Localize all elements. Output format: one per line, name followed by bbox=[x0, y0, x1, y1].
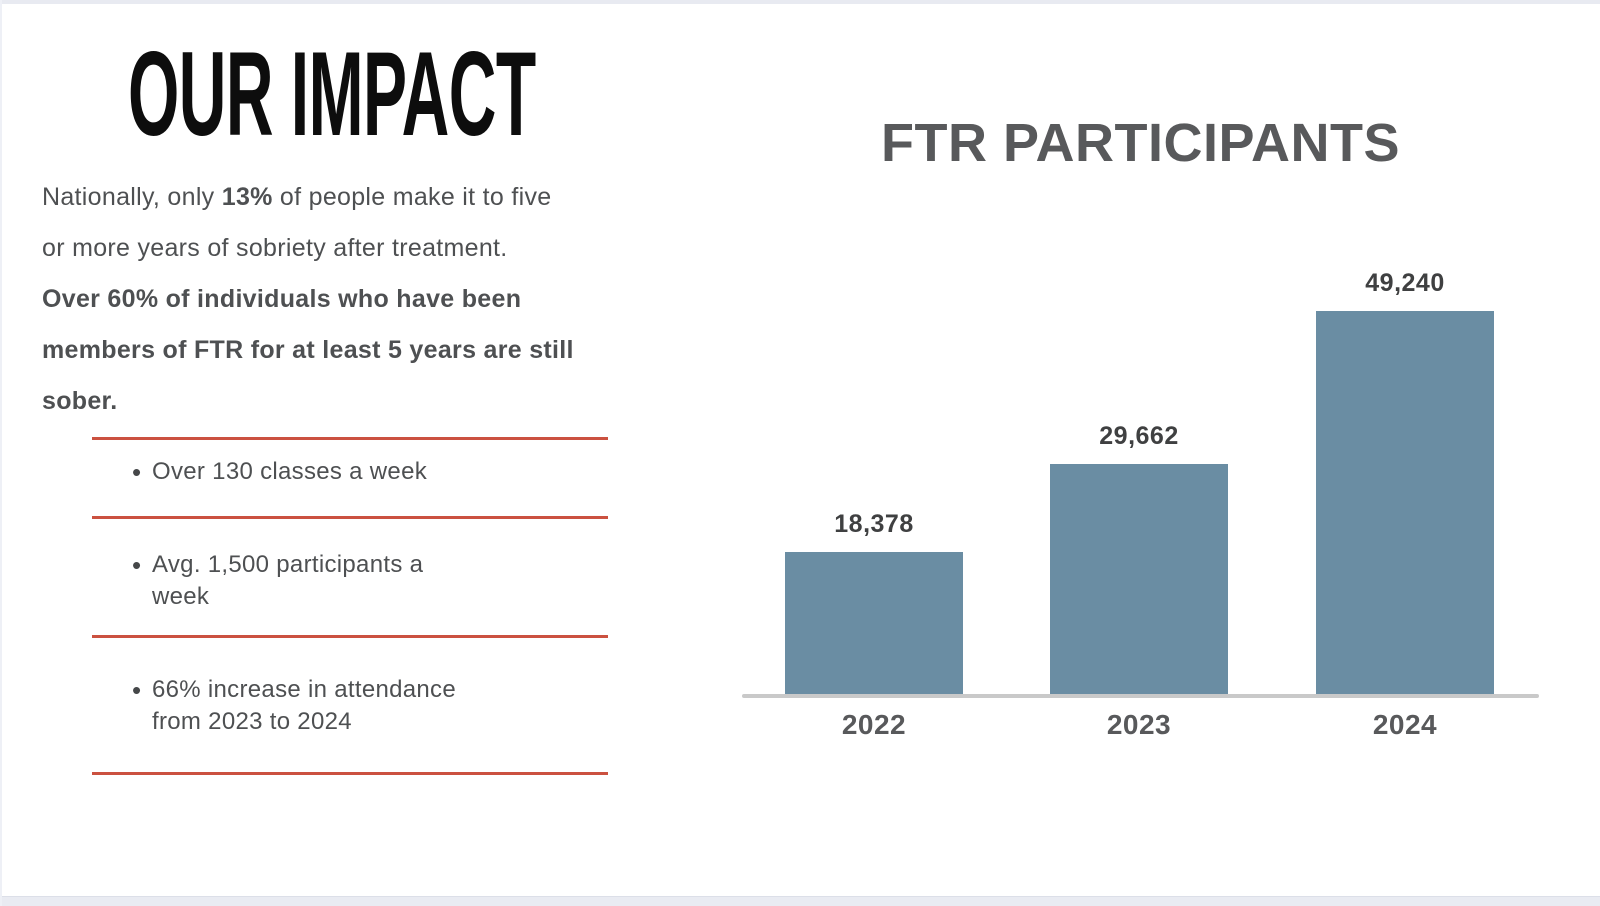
bar-2024 bbox=[1316, 311, 1494, 695]
bar-group-2024: 49,240 2024 bbox=[1316, 269, 1494, 740]
bar-value-label: 29,662 bbox=[1099, 422, 1179, 450]
list-item: Avg. 1,500 participants a week bbox=[92, 516, 608, 635]
x-axis-tick-label: 2024 bbox=[1372, 709, 1438, 740]
top-edge-strip bbox=[2, 0, 1600, 4]
bar-value-label: 49,240 bbox=[1365, 269, 1445, 297]
bar-2022 bbox=[785, 552, 963, 695]
bar-group-2023: 29,662 2023 bbox=[1050, 422, 1228, 740]
intro-text-segment: Nationally, only bbox=[42, 183, 222, 211]
bar-chart: 18,378 2022 29,662 2023 49,240 2024 bbox=[742, 254, 1539, 740]
intro-paragraph: Nationally, only 13% of people make it t… bbox=[42, 172, 742, 427]
stats-list: Over 130 classes a week Avg. 1,500 parti… bbox=[92, 437, 608, 775]
bar-2023 bbox=[1050, 464, 1228, 695]
bar-value-label: 18,378 bbox=[834, 510, 914, 538]
stat-text: Over 130 classes a week bbox=[152, 458, 428, 485]
x-axis-tick-label: 2023 bbox=[1106, 709, 1172, 740]
bar-group-2022: 18,378 2022 bbox=[785, 510, 963, 740]
stat-text: Avg. 1,500 participants a week bbox=[152, 551, 424, 610]
bottom-edge-strip bbox=[2, 896, 1600, 906]
list-item: 66% increase in attendance from 2023 to … bbox=[92, 635, 608, 775]
x-axis-tick-label: 2022 bbox=[841, 709, 907, 740]
page-title: OUR IMPACT bbox=[128, 27, 536, 161]
intro-bold-segment: Over 60% of individuals who have been me… bbox=[42, 285, 574, 415]
list-item: Over 130 classes a week bbox=[92, 437, 608, 516]
intro-text-segment: of people make it to five or more years … bbox=[42, 183, 552, 262]
chart-title: FTR PARTICIPANTS bbox=[881, 113, 1400, 173]
stat-text: 66% increase in attendance from 2023 to … bbox=[152, 676, 457, 735]
intro-bold-segment: 13% bbox=[221, 183, 273, 211]
x-axis-line bbox=[742, 694, 1539, 698]
